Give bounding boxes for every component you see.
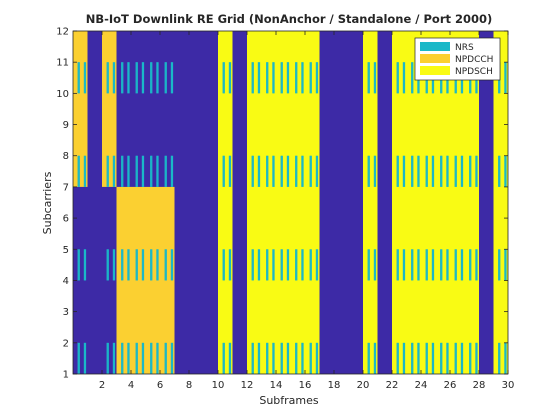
legend: NRS NPDCCH NPDSCH [414, 37, 501, 81]
y-tick-label: 9 [63, 120, 69, 131]
x-tick-label: 12 [241, 380, 254, 391]
y-tick-label: 1 [63, 370, 69, 381]
y-tick-label: 10 [56, 89, 69, 100]
x-tick-label: 2 [99, 380, 105, 391]
x-tick-label: 24 [415, 380, 428, 391]
x-tick-label: 6 [157, 380, 163, 391]
chart-title: NB-IoT Downlink RE Grid (NonAnchor / Sta… [86, 12, 493, 26]
x-tick-label: 16 [299, 380, 312, 391]
x-tick-label: 14 [270, 380, 283, 391]
y-tick-label: 6 [63, 214, 69, 225]
region-npdsch [392, 31, 479, 374]
y-tick-label: 8 [63, 151, 69, 162]
x-tick-label: 30 [502, 380, 515, 391]
region-npdsch [218, 31, 233, 374]
y-tick-label: 3 [63, 307, 69, 318]
y-tick-label: 4 [63, 276, 69, 287]
y-tick-label: 2 [63, 338, 69, 349]
legend-swatch-nrs [420, 42, 450, 51]
x-tick-label: 22 [386, 380, 399, 391]
x-tick-label: 20 [357, 380, 370, 391]
plot-area [73, 31, 508, 374]
region-npdsch [493, 31, 508, 374]
x-tick-label: 28 [473, 380, 486, 391]
legend-label-npdsch: NPDSCH [455, 67, 493, 77]
x-tick-label: 4 [128, 380, 134, 391]
x-tick-label: 26 [444, 380, 457, 391]
axes-box [72, 30, 509, 375]
x-tick-label: 18 [328, 380, 341, 391]
y-tick-label: 12 [56, 27, 69, 38]
x-axis-label: Subframes [259, 394, 319, 407]
y-axis-label: Subcarriers [41, 171, 54, 234]
y-tick-label: 5 [63, 245, 69, 256]
legend-swatch-npdsch [420, 66, 450, 75]
x-tick-label: 8 [186, 380, 192, 391]
y-tick-label: 7 [63, 182, 69, 193]
axis-ticks: 2 4 6 8 10 12 14 16 18 20 22 24 26 28 3012345678910111… [56, 27, 514, 392]
legend-label-npdcch: NPDCCH [455, 55, 493, 65]
x-tick-label: 10 [212, 380, 225, 391]
region-npdsch [363, 31, 378, 374]
legend-label-nrs: NRS [455, 43, 474, 53]
y-tick-label: 11 [56, 58, 69, 69]
legend-swatch-npdcch [420, 54, 450, 63]
